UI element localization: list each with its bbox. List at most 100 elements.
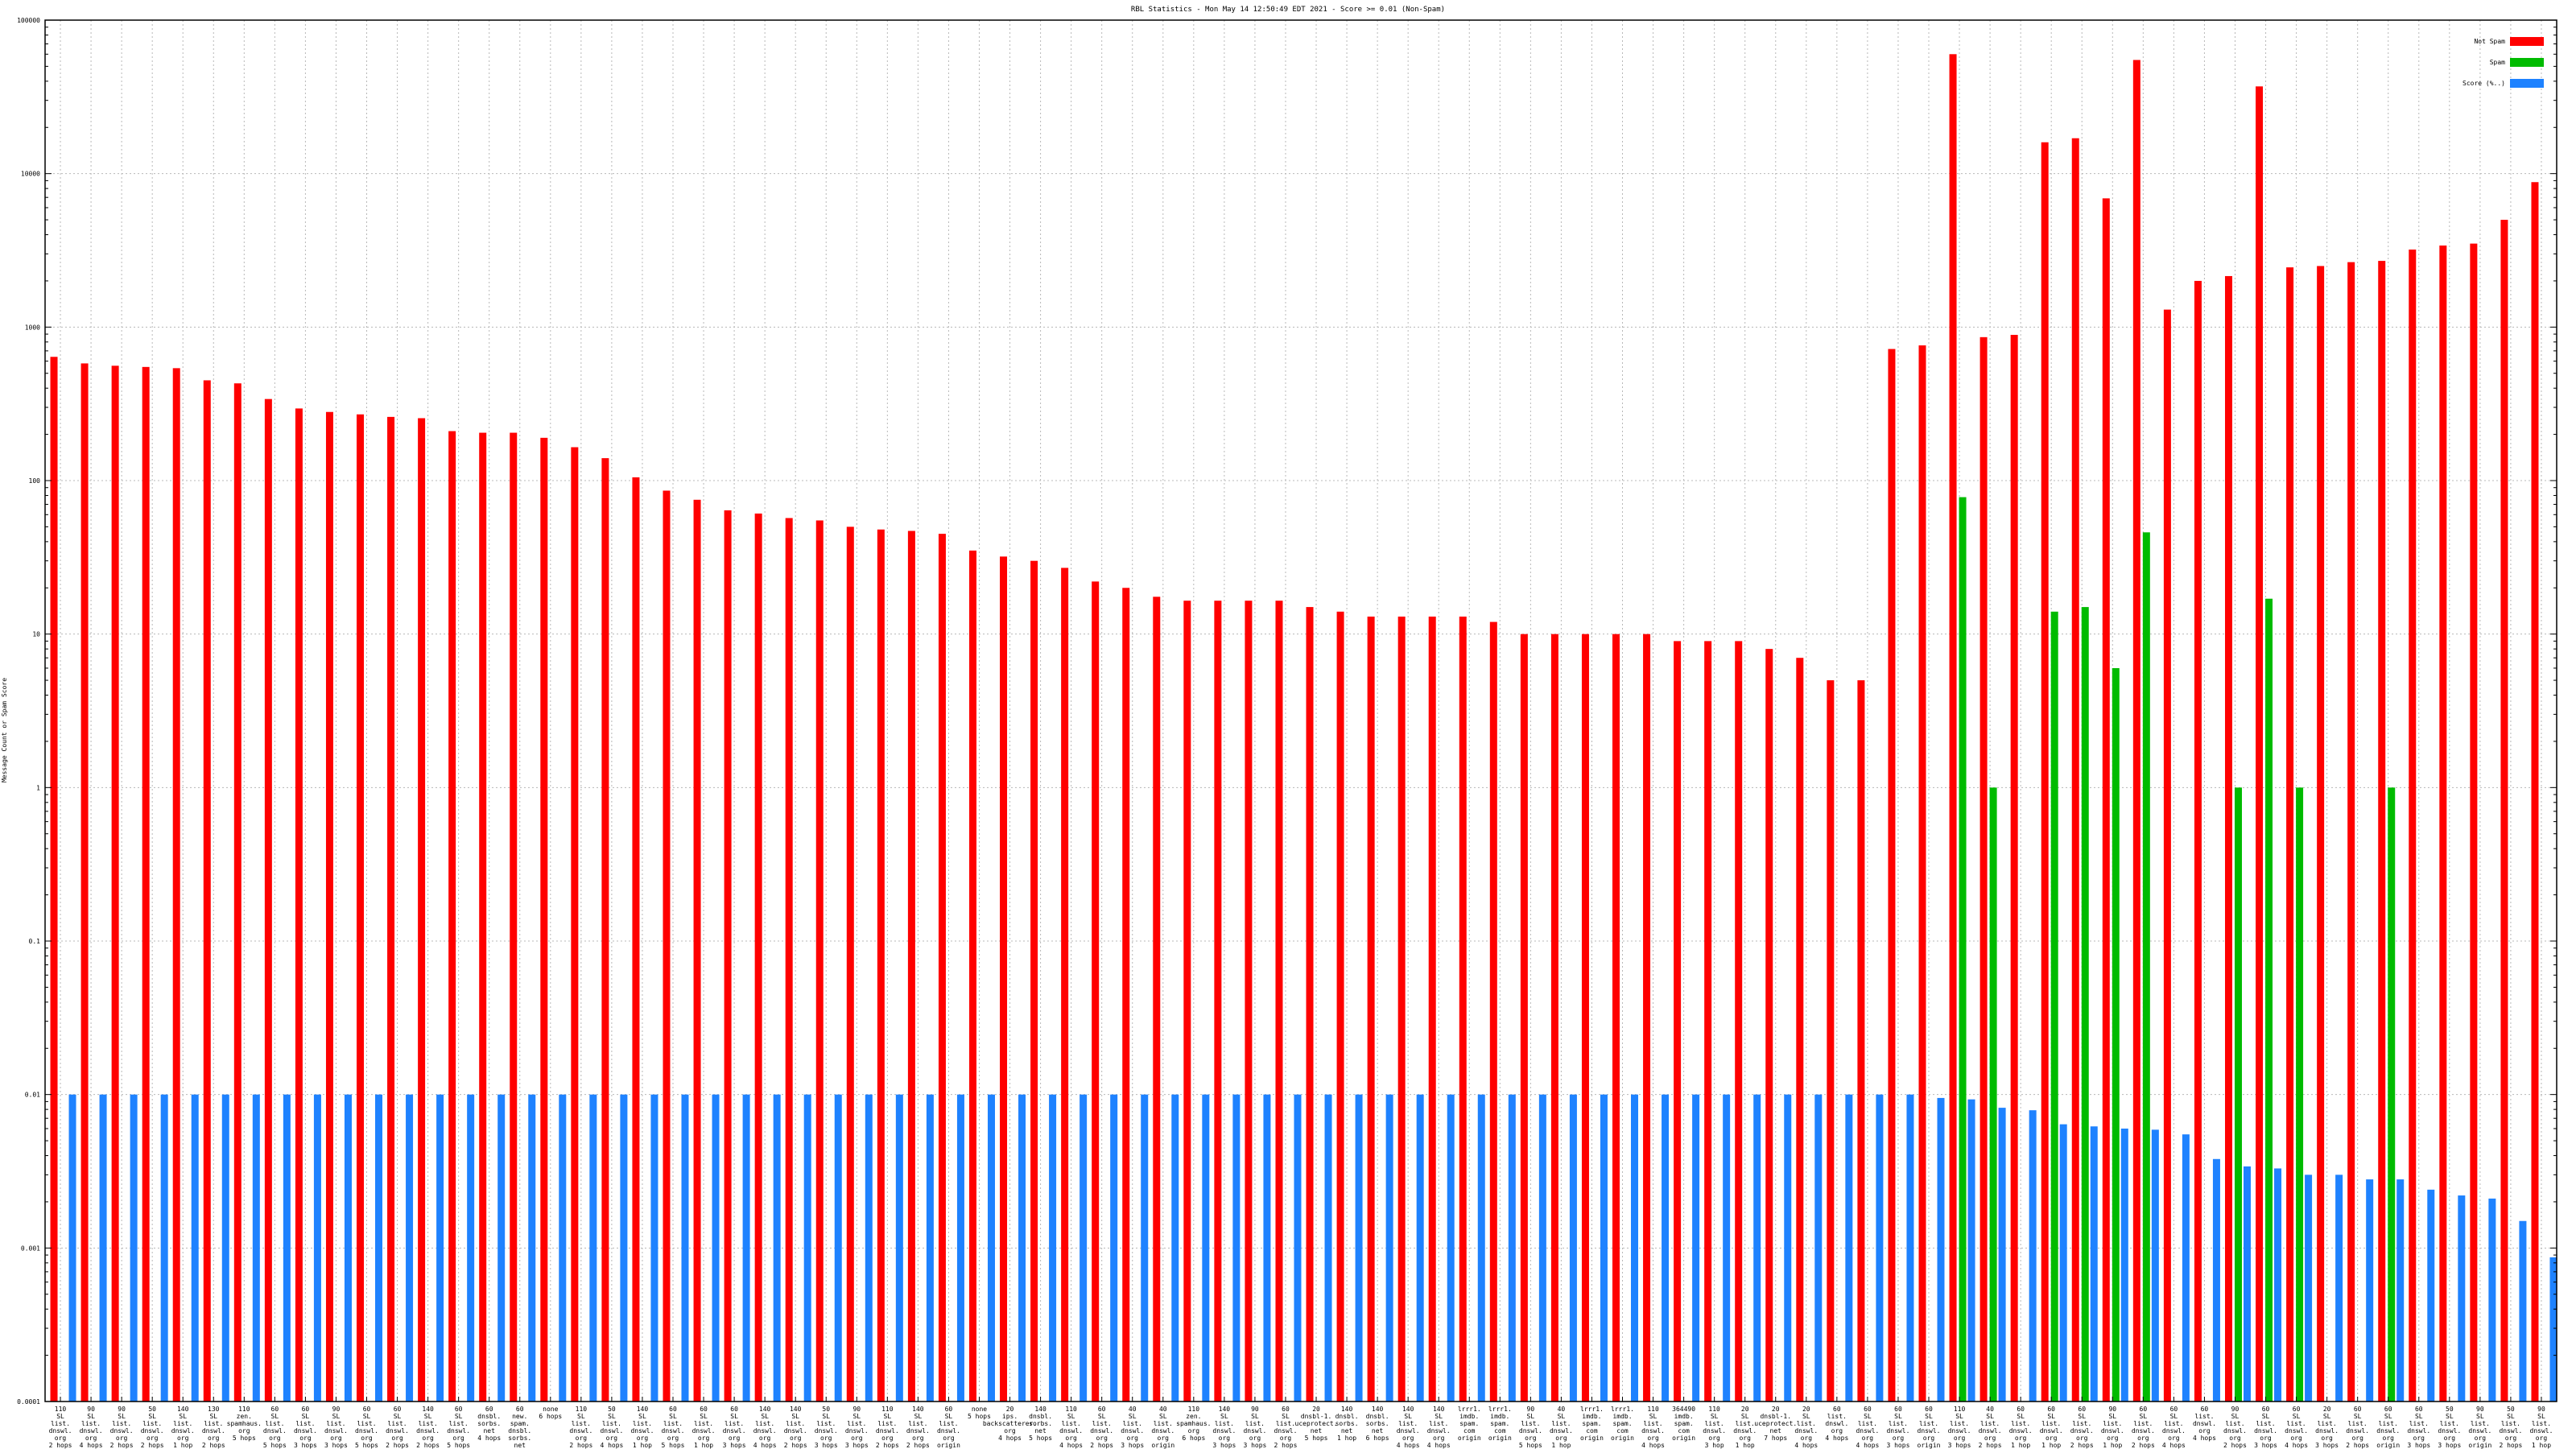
category-label-line: list. [877,1420,897,1427]
category-label-line: SL [2017,1413,2025,1420]
category-label-line: 2 hops [49,1442,72,1449]
category-label-line: list. [2194,1413,2214,1420]
category-label-line: org [698,1435,710,1442]
bar-score [130,1094,138,1402]
bars-layer [50,54,2557,1402]
category-label-line: SL [2537,1413,2545,1420]
category-label-line: 140 [1402,1406,1414,1413]
bar-not-spam [1092,581,1100,1402]
category-label-line: 40 [1159,1406,1167,1413]
category-label-line: 1 hop [2041,1442,2061,1449]
bar-score [375,1094,383,1402]
category-label: 40 SL list. dnswl. org 2 hops [1979,1406,2002,1449]
category-label-line: SL [730,1413,738,1420]
category-label-line: list. [1245,1420,1265,1427]
category-label-line: 3 hops [1886,1442,1909,1449]
category-label-line: dnsbl. [1335,1413,1359,1420]
category-label-line: list. [2133,1420,2153,1427]
category-label-line: dnswl. [1794,1427,1818,1435]
bar-score [1171,1094,1179,1402]
category-label: 90 SL list. dnswl. org 3 hops [324,1406,348,1449]
category-label-line: dnswl. [1856,1427,1879,1435]
bar-score [2274,1168,2282,1402]
category-label-line: ips. [1002,1413,1018,1420]
bar-score [1141,1094,1149,1402]
category-label-line: SL [1404,1413,1412,1420]
bar-not-spam [1000,556,1008,1402]
grid-layer [45,19,2557,1402]
category-label-line: list. [2318,1420,2337,1427]
category-label-line: 5 hops [1029,1435,1052,1442]
category-label-line: origin [2376,1442,2400,1449]
bar-not-spam [1550,634,1558,1402]
category-label-line: SL [608,1413,616,1420]
category-label-line: 60 [2140,1406,2148,1413]
bar-score [1569,1094,1577,1402]
category-label-line: dnswl. [1121,1427,1144,1435]
category-label-line: 2 hops [416,1442,440,1449]
category-label-line: none [543,1406,558,1413]
category-label-line: list. [2225,1420,2244,1427]
category-label-line: sorbs. [1366,1420,1389,1427]
category-label: 90 SL list. dnswl. org origin [2468,1406,2491,1449]
category-label: 140 SL list. dnswl. org 3 hops [1212,1406,1236,1449]
bar-not-spam [2102,198,2110,1402]
category-label: 60 SL list. dnswl. org 1 hop [2009,1406,2033,1449]
bar-not-spam [1367,616,1375,1402]
bar-score [1385,1094,1393,1402]
category-label-line: 1 hop [1551,1442,1571,1449]
category-label-line: 1 hop [633,1442,652,1449]
category-label-line: sorbs. [1029,1420,1052,1427]
category-label-line: list. [2041,1420,2061,1427]
category-label-line: list. [1551,1420,1571,1427]
category-label-line: uceprotect. [1754,1420,1797,1427]
category-label-line: 2 hops [784,1442,807,1449]
bar-score [1538,1094,1546,1402]
category-label-line: list. [2532,1420,2551,1427]
category-label-line: org [2076,1435,2088,1442]
category-label-line: list. [1858,1420,1877,1427]
category-label-line: list. [694,1420,713,1427]
category-label-line: org [85,1435,97,1442]
category-label-line: dnswl. [2315,1427,2339,1435]
bar-not-spam [1581,634,1589,1402]
category-label-line: SL [1955,1413,1963,1420]
category-label-line: dnswl. [784,1427,807,1435]
bar-not-spam [601,458,609,1402]
category-label-line: org [2444,1435,2456,1442]
category-label-line: list. [2440,1420,2459,1427]
category-label-line: org [1708,1435,1720,1442]
category-label-line: org [1004,1427,1016,1435]
category-label-line: 90 [332,1406,341,1413]
category-label-line: 90 [2476,1406,2484,1413]
category-label-line: origin [1611,1435,1634,1442]
category-label-line: 60 [485,1406,493,1413]
bar-score [803,1094,811,1402]
category-label-line: 140 [1034,1406,1046,1413]
y-tick-label: 100000 [17,17,40,24]
category-label-line: backscatterer. [983,1420,1037,1427]
category-label-line: list. [1797,1420,1816,1427]
category-label: 50 SL list. dnswl. org 2 hops [2499,1406,2522,1449]
legend-swatch [2510,37,2544,46]
category-label-line: dnswl. [1703,1427,1726,1435]
category-label: 110 SL list. dnswl. org 3 hops [1948,1406,1971,1449]
category-label-line: SL [148,1413,156,1420]
category-label-line: dnswl. [447,1427,470,1435]
bar-not-spam [2256,86,2264,1402]
bar-score [1508,1094,1516,1402]
bar-not-spam [1183,601,1191,1402]
category-label-line: 2 hops [141,1442,164,1449]
category-label-line: SL [1649,1413,1657,1420]
category-label-line: dnswl. [1397,1427,1420,1435]
category-label-line: org [2351,1435,2363,1442]
category-label: 110 SL list. dnswl. org 4 hops [1059,1406,1083,1449]
category-label-line: dnswl. [1274,1427,1298,1435]
category-label-line: 4 hops [2162,1442,2186,1449]
category-label-line: SL [2262,1413,2270,1420]
category-label-line: 110 [1065,1406,1077,1413]
category-label-line: SL [2140,1413,2148,1420]
bar-not-spam [1796,658,1804,1402]
category-label-line: dnswl. [2162,1427,2186,1435]
category-label-line: SL [2354,1413,2362,1420]
